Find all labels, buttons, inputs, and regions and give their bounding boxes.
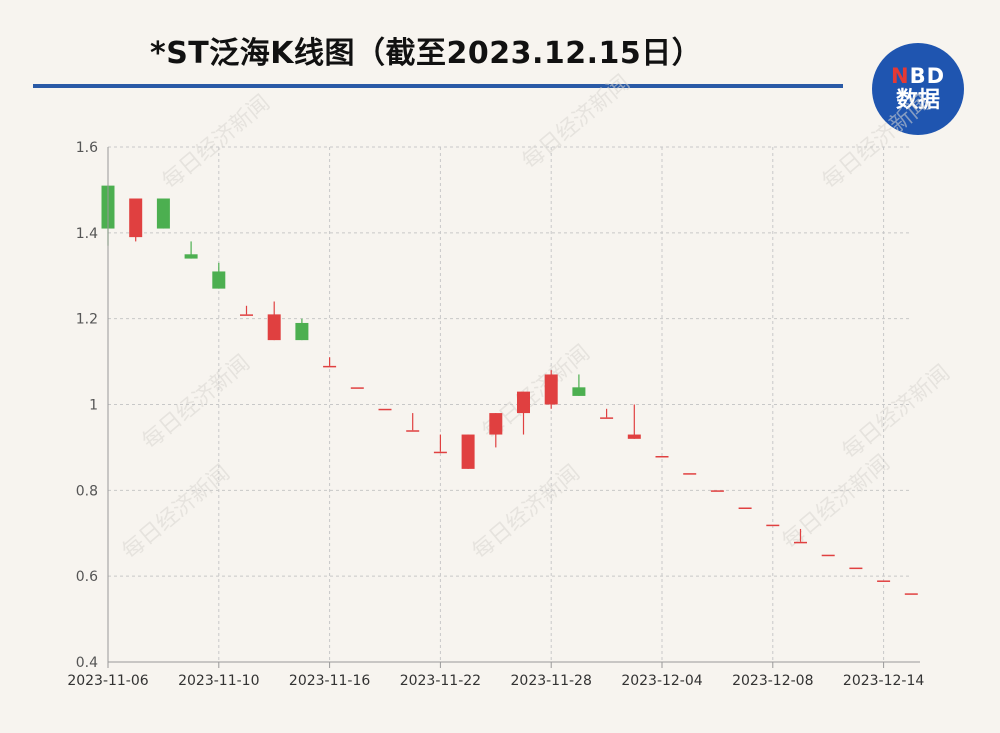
candle — [600, 408, 614, 419]
candle — [267, 301, 281, 341]
candle-body — [627, 434, 641, 439]
candle — [212, 262, 226, 289]
candle-body — [655, 456, 669, 458]
x-tick-label: 2023-11-22 — [400, 673, 481, 689]
candle — [627, 404, 641, 439]
candle — [794, 528, 807, 544]
candle — [295, 318, 309, 341]
candle — [240, 305, 253, 316]
logo-text-nbd: NBD — [890, 64, 946, 88]
y-tick-label: 1.6 — [76, 140, 98, 156]
candle-body — [766, 524, 780, 527]
axis-layer: 0.4 0.6 0.8 1 1.2 1.4 1.6 2023-11-06 2023-11-10 2… — [67, 140, 924, 689]
candle-body — [821, 554, 835, 557]
x-tick-label: 2023-12-14 — [843, 673, 924, 689]
candle-body — [877, 580, 891, 582]
candle-body — [794, 541, 807, 544]
watermark-text: 每日经济新闻 — [138, 351, 255, 455]
x-tick-label: 2023-11-28 — [511, 673, 592, 689]
candle-body — [544, 374, 558, 405]
watermark-text: 每日经济新闻 — [118, 461, 235, 565]
x-tick-label: 2023-12-08 — [732, 673, 813, 689]
candle — [323, 357, 337, 368]
candle — [544, 370, 558, 409]
candle — [350, 387, 364, 389]
candle-body — [240, 314, 253, 316]
candle-body — [295, 322, 309, 341]
chart-title: *ST泛海K线图（截至2023.12.15日） — [150, 36, 703, 71]
candle — [406, 413, 420, 432]
candle — [683, 473, 697, 475]
candle-body — [156, 198, 170, 229]
candle-body — [184, 254, 198, 259]
candle — [184, 241, 198, 259]
x-tick-label: 2023-11-06 — [67, 673, 148, 689]
candle — [849, 567, 863, 570]
candle-body — [323, 365, 337, 368]
title-underline — [33, 84, 843, 88]
candle — [517, 391, 530, 435]
x-tick-label: 2023-11-16 — [289, 673, 370, 689]
candle-body — [600, 417, 614, 419]
watermark-text: 每日经济新闻 — [518, 71, 635, 175]
x-tick-label: 2023-12-04 — [621, 673, 702, 689]
candle-body — [489, 413, 503, 435]
candle — [710, 490, 724, 492]
candle — [156, 198, 170, 229]
watermark-text: 每日经济新闻 — [818, 91, 935, 195]
candle-body — [904, 593, 918, 595]
candle — [766, 524, 780, 527]
candle-body — [350, 387, 364, 389]
watermark-text: 每日经济新闻 — [158, 91, 275, 195]
candle-body — [129, 198, 143, 238]
y-tick-label: 0.4 — [76, 655, 98, 671]
candle-body — [212, 271, 226, 289]
y-tick-label: 0.8 — [76, 483, 98, 499]
y-tick-label: 1 — [89, 398, 98, 414]
candle — [461, 434, 475, 469]
candle-body — [406, 430, 420, 432]
watermark-text: 每日经济新闻 — [468, 461, 585, 565]
logo-text-shuju: 数据 — [895, 88, 940, 113]
candle-body — [267, 314, 281, 341]
candle — [655, 456, 669, 458]
candle-body — [683, 473, 697, 475]
candle-body — [517, 391, 530, 414]
candle — [877, 580, 891, 582]
candle-body — [378, 408, 392, 411]
candle-body — [572, 387, 586, 396]
candle — [129, 198, 143, 242]
y-tick-label: 1.4 — [76, 226, 98, 242]
candle — [821, 554, 835, 557]
watermark-text: 每日经济新闻 — [778, 451, 895, 555]
candle-body — [433, 451, 447, 454]
nbd-logo: NBD 数据 — [872, 43, 964, 135]
candle — [572, 374, 586, 396]
candle-body — [849, 567, 863, 570]
candle-body — [710, 490, 724, 492]
candle-layer — [101, 185, 918, 595]
candle — [904, 593, 918, 595]
y-tick-label: 0.6 — [76, 569, 98, 585]
candle — [433, 434, 447, 454]
watermark-text: 每日经济新闻 — [838, 361, 955, 465]
candle — [378, 408, 392, 411]
y-tick-label: 1.2 — [76, 312, 98, 328]
x-tick-label: 2023-11-10 — [178, 673, 259, 689]
candle — [738, 507, 752, 509]
candle-body — [738, 507, 752, 509]
candle — [489, 413, 503, 448]
candle-body — [461, 434, 475, 469]
